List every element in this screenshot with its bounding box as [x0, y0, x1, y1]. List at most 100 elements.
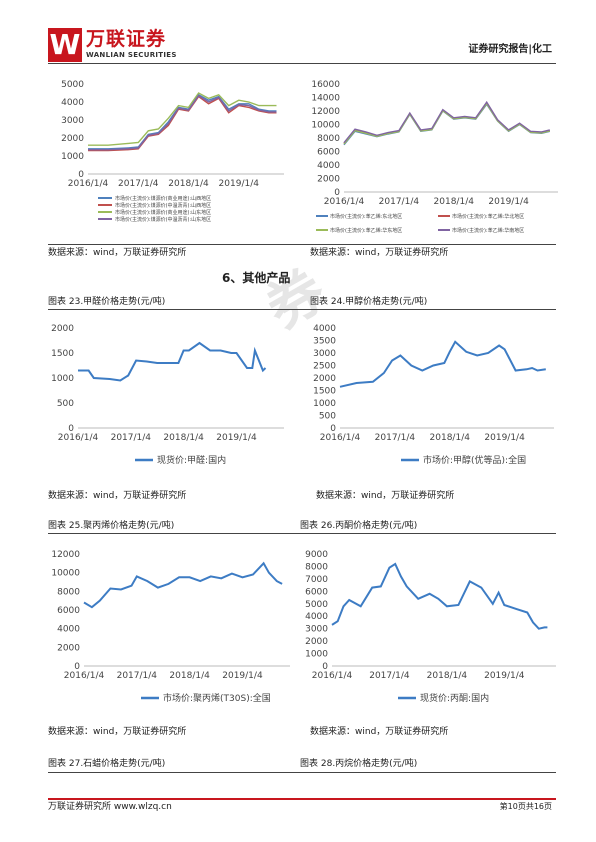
y-tick-label: 0	[78, 170, 84, 180]
legend-label: 市场价(主流价):苯乙烯:华南地区	[452, 227, 524, 234]
legend-label: 现货价:丙酮:国内	[420, 692, 489, 704]
y-tick-label: 1500	[313, 387, 336, 397]
figure-title: 图表 26.丙酮价格走势(元/吨)	[300, 521, 418, 531]
y-tick-label: 0	[334, 188, 340, 198]
y-tick-label: 16000	[311, 80, 340, 90]
section-title: 6、其他产品	[222, 271, 291, 285]
series-line	[78, 341, 267, 382]
y-tick-label: 1000	[305, 650, 328, 660]
y-tick-label: 12000	[311, 107, 340, 117]
x-tick-label: 2018/1/4	[163, 433, 204, 443]
y-tick-label: 2000	[313, 374, 336, 384]
x-tick-label: 2016/1/4	[324, 197, 365, 207]
y-tick-label: 8000	[317, 134, 340, 144]
source-note: 数据来源：wind，万联证券研究所	[48, 248, 187, 258]
x-tick-label: 2017/1/4	[118, 179, 159, 189]
y-tick-label: 0	[74, 662, 80, 672]
chart-6: 0 1000 2000 3000 4000 5000 6000 7000 8000 9000 201…	[305, 550, 556, 704]
report-type: 证券研究报告|化工	[468, 44, 552, 55]
x-tick-label: 2017/1/4	[117, 671, 158, 681]
page-number: 第10页共16页	[499, 802, 552, 811]
y-tick-label: 500	[57, 399, 74, 409]
y-tick-label: 10000	[311, 121, 340, 131]
y-tick-label: 14000	[311, 94, 340, 104]
legend-label: 市场价(主流价):煤源价(中温沥青):山西地区	[115, 202, 211, 209]
chart-5: 0 2000 4000 6000 8000 10000 12000 2016/1/4 2017/…	[51, 550, 290, 704]
x-tick-label: 2016/1/4	[58, 433, 99, 443]
x-tick-label: 2016/1/4	[320, 433, 361, 443]
y-tick-label: 7000	[305, 575, 328, 585]
y-tick-label: 4000	[61, 98, 84, 108]
figure-title: 图表 24.甲醇价格走势(元/吨)	[310, 297, 428, 307]
footer-rule	[48, 798, 556, 800]
legend-label: 市场价:聚丙烯(T30S):全国	[163, 692, 271, 704]
x-tick-label: 2017/1/4	[111, 433, 152, 443]
y-tick-label: 12000	[51, 550, 80, 560]
x-tick-label: 2019/1/4	[484, 671, 525, 681]
chart-1: 0 1000 2000 3000 4000 5000 2016/1/4 2017/1/4 201…	[61, 80, 284, 223]
y-tick-label: 10000	[51, 569, 80, 579]
y-tick-label: 8000	[305, 562, 328, 572]
series-line	[343, 100, 550, 144]
logo-mark: W	[48, 28, 82, 62]
y-tick-label: 4000	[57, 625, 80, 635]
divider	[48, 244, 556, 245]
y-tick-label: 2000	[317, 175, 340, 185]
x-tick-label: 2019/1/4	[484, 433, 525, 443]
y-tick-label: 4000	[317, 161, 340, 171]
legend-label: 现货价:甲醛:国内	[157, 454, 226, 466]
y-tick-label: 1000	[61, 152, 84, 162]
x-tick-label: 2018/1/4	[430, 433, 471, 443]
y-tick-label: 1500	[51, 349, 74, 359]
x-tick-label: 2017/1/4	[379, 197, 420, 207]
x-tick-label: 2019/1/4	[216, 433, 257, 443]
x-tick-label: 2016/1/4	[312, 671, 353, 681]
figure-title: 图表 23.甲醛价格走势(元/吨)	[48, 297, 166, 307]
y-tick-label: 1000	[51, 374, 74, 384]
legend-label: 市场价(主流价):煤源价(商业用途):山东地区	[115, 209, 211, 216]
y-tick-label: 0	[68, 424, 74, 434]
chart-4: 0 500 1000 1500 2000 2500 3000 3500 4000 2016/1/4…	[313, 324, 554, 466]
header-rule	[48, 63, 556, 64]
x-tick-label: 2019/1/4	[222, 671, 263, 681]
footer-left: 万联证券研究所 www.wlzq.cn	[48, 802, 172, 812]
x-tick-label: 2018/1/4	[169, 671, 210, 681]
series-line	[83, 561, 283, 609]
y-tick-label: 3000	[305, 625, 328, 635]
series-line	[88, 92, 277, 146]
series-line	[88, 93, 277, 150]
series-line	[88, 95, 277, 152]
source-note: 数据来源：wind，万联证券研究所	[316, 491, 455, 501]
logo-english-name: WANLIAN SECURITIES	[86, 51, 177, 59]
y-tick-label: 3000	[61, 116, 84, 126]
y-tick-label: 5000	[305, 600, 328, 610]
source-note: 数据来源：wind，万联证券研究所	[310, 248, 449, 258]
y-tick-label: 6000	[305, 587, 328, 597]
logo-chinese-name: 万联证券	[86, 28, 167, 50]
series-line	[343, 102, 550, 145]
x-tick-label: 2018/1/4	[168, 179, 209, 189]
y-tick-label: 2000	[305, 637, 328, 647]
series-line	[339, 340, 546, 388]
y-tick-label: 500	[319, 412, 336, 422]
y-tick-label: 2000	[61, 134, 84, 144]
y-tick-label: 4000	[313, 324, 336, 334]
y-tick-label: 9000	[305, 550, 328, 560]
legend-label: 市场价(主流价):苯乙烯:华北地区	[452, 213, 524, 220]
y-tick-label: 0	[322, 662, 328, 672]
figure-title: 图表 25.聚丙烯价格走势(元/吨)	[48, 521, 175, 531]
figure-title: 图表 28.丙烷价格走势(元/吨)	[300, 759, 418, 769]
source-note: 数据来源：wind，万联证券研究所	[310, 727, 449, 737]
divider	[48, 309, 556, 310]
source-note: 数据来源：wind，万联证券研究所	[48, 491, 187, 501]
legend-label: 市场价(主流价):煤源价(中温沥青):山东地区	[115, 216, 211, 223]
legend-label: 市场价(主流价):苯乙烯:华东地区	[330, 227, 402, 234]
x-tick-label: 2017/1/4	[375, 433, 416, 443]
chart-3: 0 500 1000 1500 2000 2016/1/4 2017/1/4 2018/1/4…	[51, 324, 284, 466]
x-tick-label: 2019/1/4	[488, 197, 529, 207]
x-tick-label: 2019/1/4	[219, 179, 260, 189]
y-tick-label: 0	[330, 424, 336, 434]
legend-label: 市场价(主流价):苯乙烯:东北地区	[330, 213, 402, 220]
figure-title: 图表 27.石蜡价格走势(元/吨)	[48, 759, 166, 769]
y-tick-label: 2000	[51, 324, 74, 334]
